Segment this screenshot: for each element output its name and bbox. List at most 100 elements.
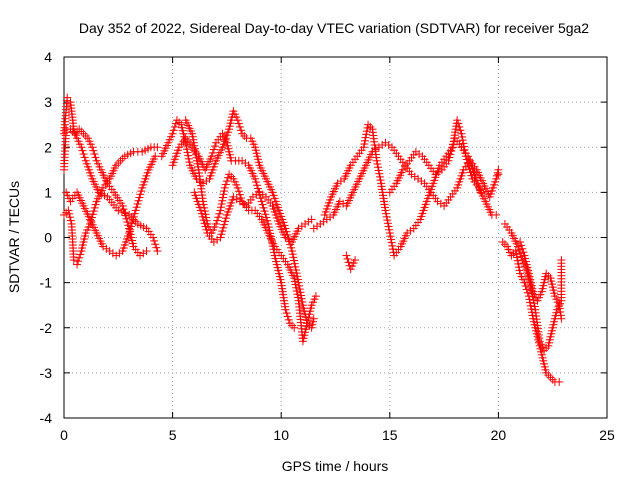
data-point-marker bbox=[261, 210, 270, 219]
x-tick-label: 20 bbox=[491, 427, 507, 443]
data-point-marker bbox=[223, 173, 232, 182]
data-point-marker bbox=[218, 227, 227, 236]
data-point-marker bbox=[122, 214, 131, 223]
data-point-marker bbox=[513, 242, 522, 251]
data-point-marker bbox=[351, 256, 360, 265]
data-point-marker bbox=[285, 319, 294, 328]
data-point-marker bbox=[218, 196, 227, 205]
data-point-marker bbox=[494, 170, 503, 179]
data-point-marker bbox=[196, 206, 205, 215]
data-point-marker bbox=[142, 247, 151, 256]
data-point-marker bbox=[182, 141, 191, 150]
data-point-marker bbox=[221, 214, 230, 223]
data-point-marker bbox=[514, 263, 523, 272]
data-point-marker bbox=[343, 254, 352, 263]
data-point-marker bbox=[307, 215, 316, 224]
data-point-marker bbox=[512, 250, 521, 259]
y-tick-label: -3 bbox=[40, 365, 53, 381]
data-point-marker bbox=[89, 146, 98, 155]
data-point-marker bbox=[375, 169, 384, 178]
x-axis-label: GPS time / hours bbox=[282, 458, 389, 474]
data-point-marker bbox=[199, 216, 208, 225]
data-point-marker bbox=[290, 274, 299, 283]
data-point-marker bbox=[361, 133, 370, 142]
data-point-marker bbox=[127, 222, 136, 231]
data-point-marker bbox=[207, 152, 216, 161]
data-point-marker bbox=[458, 132, 467, 141]
data-point-marker bbox=[445, 153, 454, 162]
data-point-marker bbox=[200, 219, 209, 228]
data-point-marker bbox=[447, 147, 456, 156]
data-point-marker bbox=[454, 119, 463, 128]
data-point-marker bbox=[150, 236, 159, 245]
data-point-marker bbox=[555, 377, 564, 386]
data-point-marker bbox=[235, 122, 244, 131]
data-point-marker bbox=[183, 148, 192, 157]
data-point-marker bbox=[149, 233, 158, 242]
data-point-marker bbox=[259, 203, 268, 212]
data-point-marker bbox=[119, 205, 128, 214]
data-point-marker bbox=[210, 142, 219, 151]
data-point-marker bbox=[446, 150, 455, 159]
grid-lines bbox=[64, 57, 607, 418]
data-point-marker bbox=[172, 116, 181, 125]
data-point-marker bbox=[362, 127, 371, 136]
chart-title: Day 352 of 2022, Sidereal Day-to-day VTE… bbox=[79, 20, 589, 36]
data-point-marker bbox=[372, 156, 381, 165]
data-point-marker bbox=[492, 210, 501, 219]
data-point-marker bbox=[516, 249, 525, 258]
data-point-marker bbox=[515, 245, 524, 254]
data-point-marker bbox=[382, 212, 391, 221]
data-point-marker bbox=[81, 131, 90, 140]
x-tick-label: 15 bbox=[382, 427, 398, 443]
data-point-marker bbox=[309, 314, 318, 323]
data-point-marker bbox=[253, 184, 262, 193]
data-point-marker bbox=[135, 193, 144, 202]
data-point-marker bbox=[557, 256, 566, 265]
data-point-marker bbox=[373, 160, 382, 169]
data-point-marker bbox=[120, 208, 129, 217]
data-point-marker bbox=[500, 240, 509, 249]
data-point-marker bbox=[169, 126, 178, 135]
data-point-marker bbox=[530, 302, 539, 311]
data-point-marker bbox=[382, 209, 391, 218]
data-point-marker bbox=[290, 323, 299, 332]
data-point-marker bbox=[220, 183, 229, 192]
data-point-marker bbox=[133, 199, 142, 208]
data-point-marker bbox=[219, 190, 228, 199]
data-point-marker bbox=[282, 309, 291, 318]
data-point-marker bbox=[121, 211, 130, 220]
y-tick-label: -1 bbox=[40, 275, 53, 291]
data-point-marker bbox=[388, 241, 397, 250]
data-point-marker bbox=[185, 158, 194, 167]
data-point-marker bbox=[557, 314, 566, 323]
data-point-marker bbox=[386, 232, 395, 241]
data-point-marker bbox=[118, 154, 127, 163]
data-point-marker bbox=[477, 188, 486, 197]
data-point-marker bbox=[214, 213, 223, 222]
data-point-marker bbox=[171, 119, 180, 128]
data-point-marker bbox=[89, 207, 98, 216]
data-point-marker bbox=[127, 219, 136, 228]
data-point-marker bbox=[64, 206, 73, 215]
data-point-marker bbox=[375, 172, 384, 181]
data-point-marker bbox=[168, 129, 177, 138]
data-point-marker bbox=[151, 240, 160, 249]
data-point-marker bbox=[65, 213, 74, 222]
data-point-marker bbox=[123, 218, 132, 227]
data-point-marker bbox=[209, 145, 218, 154]
data-point-marker bbox=[137, 187, 146, 196]
data-point-marker bbox=[385, 225, 394, 234]
data-point-marker bbox=[556, 307, 565, 316]
data-point-marker bbox=[114, 206, 123, 215]
data-point-marker bbox=[233, 183, 242, 192]
data-point-marker bbox=[153, 247, 162, 256]
data-point-marker bbox=[235, 190, 244, 199]
data-point-marker bbox=[381, 206, 390, 215]
data-point-marker bbox=[257, 197, 266, 206]
data-point-marker bbox=[153, 143, 162, 152]
data-point-marker bbox=[217, 203, 226, 212]
data-point-marker bbox=[198, 212, 207, 221]
y-tick-label: 0 bbox=[44, 230, 52, 246]
data-point-marker bbox=[77, 143, 86, 152]
